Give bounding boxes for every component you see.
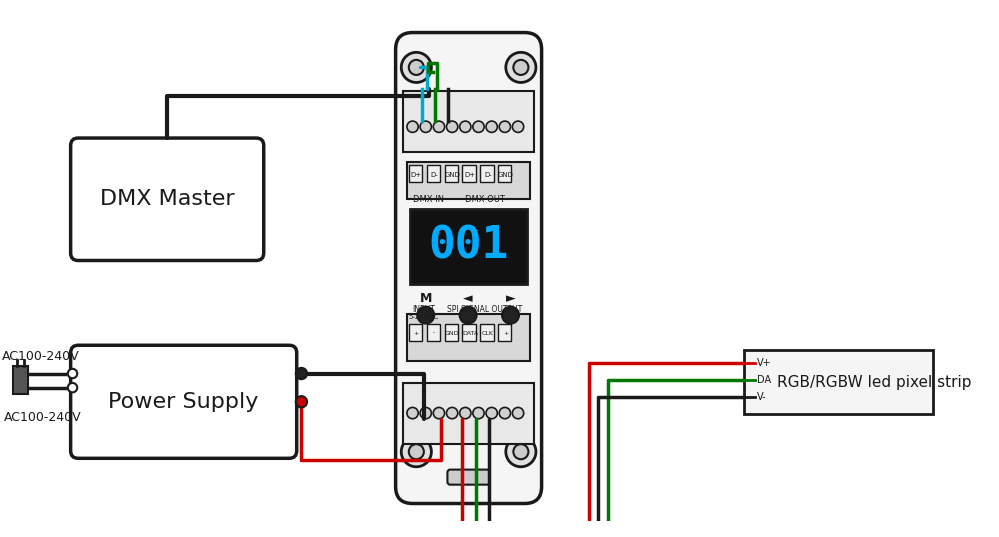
Bar	[404, 383, 534, 444]
Circle shape	[447, 408, 458, 419]
Circle shape	[513, 444, 528, 459]
Text: V-: V-	[757, 392, 767, 402]
Circle shape	[500, 408, 510, 419]
Bar	[481, 165, 494, 183]
Text: +: +	[414, 330, 419, 336]
Circle shape	[409, 60, 424, 75]
Text: DA: DA	[757, 375, 771, 385]
Bar	[463, 165, 476, 183]
Text: -: -	[434, 330, 436, 336]
Circle shape	[487, 121, 498, 133]
Text: DATA: DATA	[462, 330, 479, 336]
Bar	[407, 162, 530, 199]
Bar	[427, 324, 440, 340]
Text: GND: GND	[498, 172, 513, 178]
Text: +: +	[503, 330, 508, 336]
Text: SPI SIGNAL OUTPUT: SPI SIGNAL OUTPUT	[448, 305, 522, 314]
Bar	[13, 366, 28, 394]
Circle shape	[434, 121, 445, 133]
Bar	[445, 324, 458, 340]
Circle shape	[513, 60, 528, 75]
Text: D-: D-	[485, 172, 492, 178]
Circle shape	[447, 121, 458, 133]
Text: DMX IN: DMX IN	[413, 194, 445, 204]
Circle shape	[512, 121, 523, 133]
Text: DMX OUT: DMX OUT	[466, 194, 505, 204]
Circle shape	[68, 369, 77, 378]
Circle shape	[505, 437, 535, 467]
Text: D+: D+	[411, 172, 422, 178]
Circle shape	[460, 408, 471, 419]
Text: ◄: ◄	[464, 292, 473, 304]
Text: AC100-240V: AC100-240V	[2, 350, 80, 363]
Circle shape	[421, 121, 432, 133]
Circle shape	[296, 396, 307, 408]
Circle shape	[68, 383, 77, 393]
Circle shape	[296, 368, 307, 379]
Circle shape	[512, 408, 523, 419]
Text: GND: GND	[445, 330, 460, 336]
Circle shape	[434, 408, 445, 419]
Bar	[409, 165, 422, 183]
Circle shape	[487, 408, 498, 419]
Bar	[404, 91, 534, 152]
Text: GND: GND	[445, 172, 461, 178]
Bar	[445, 165, 458, 183]
Circle shape	[418, 307, 435, 324]
Circle shape	[407, 408, 419, 419]
Bar	[499, 165, 511, 183]
Text: V+: V+	[757, 358, 772, 368]
Text: 5-24VDC: 5-24VDC	[409, 314, 439, 320]
Text: DMX Master: DMX Master	[100, 189, 235, 209]
Text: D-: D-	[431, 172, 439, 178]
Text: Power Supply: Power Supply	[109, 392, 259, 412]
Circle shape	[402, 52, 432, 83]
Bar	[410, 209, 527, 284]
Circle shape	[505, 52, 535, 83]
FancyBboxPatch shape	[396, 33, 541, 504]
Text: M: M	[420, 292, 432, 304]
Bar	[463, 324, 476, 340]
Bar	[407, 314, 530, 361]
Circle shape	[421, 408, 432, 419]
Circle shape	[473, 408, 485, 419]
Bar	[409, 324, 422, 340]
Text: ►: ►	[505, 292, 515, 304]
Circle shape	[473, 121, 485, 133]
Text: RGB/RGBW led pixel strip: RGB/RGBW led pixel strip	[777, 374, 972, 389]
Circle shape	[407, 121, 419, 133]
Bar	[427, 165, 440, 183]
FancyBboxPatch shape	[448, 469, 490, 485]
Bar	[481, 324, 494, 340]
Text: CLK: CLK	[482, 330, 494, 336]
Circle shape	[500, 121, 510, 133]
Text: AC100-240V: AC100-240V	[4, 411, 81, 424]
Circle shape	[460, 121, 471, 133]
Bar	[744, 350, 932, 414]
Text: INPUT: INPUT	[413, 305, 436, 314]
Bar	[499, 324, 511, 340]
Circle shape	[402, 437, 432, 467]
Text: D+: D+	[465, 172, 476, 178]
Text: 001: 001	[429, 225, 508, 268]
Circle shape	[409, 444, 424, 459]
Circle shape	[460, 307, 477, 324]
Circle shape	[502, 307, 519, 324]
